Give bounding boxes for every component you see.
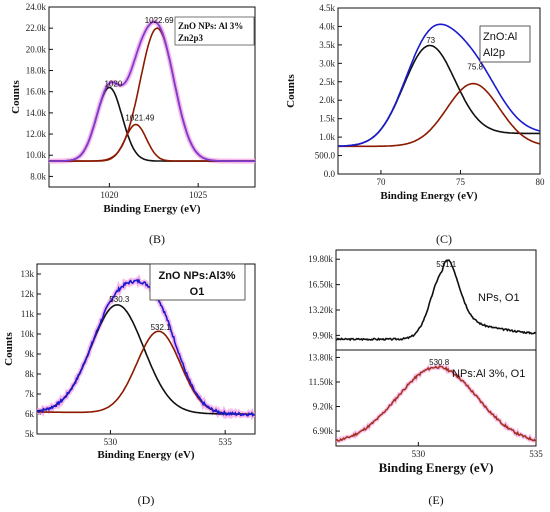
y-tick-label: 13.80k	[308, 352, 333, 362]
legend-box	[149, 263, 246, 301]
envelope-curve	[49, 20, 255, 162]
y-tick-label: 12k	[21, 289, 35, 299]
legend-line-1: ZnO NPs: Al 3%	[178, 21, 243, 31]
y-tick-label: 10k	[21, 329, 35, 339]
y-tick-label: 500.0	[315, 151, 336, 161]
spectrum-nps-al3-o1	[336, 365, 536, 442]
fit-peak-1022.69	[49, 27, 255, 162]
x-tick-label: 80	[536, 177, 546, 187]
fit-peak-530.3	[37, 304, 255, 416]
plot-area	[49, 19, 255, 164]
legend-label: NPs:Al 3%, O1	[452, 368, 525, 380]
x-tick-label: 1025	[189, 190, 208, 200]
peak-label: 531.1	[436, 260, 457, 269]
y-tick-label: 2.5k	[319, 77, 335, 87]
x-tick-label: 1020	[100, 190, 119, 200]
fit-peak-532.1	[37, 330, 255, 416]
peak-label: 530.8	[429, 358, 450, 367]
y-axis-label: Counts	[3, 331, 15, 365]
plot-frame	[335, 349, 537, 447]
y-tick-label: 9k	[25, 349, 35, 359]
y-tick-label: 9.90k	[313, 330, 334, 340]
y-tick-label: 4.0k	[319, 21, 335, 31]
y-tick-label: 19.80k	[308, 254, 333, 264]
peak-label: 1022.69	[145, 16, 174, 25]
y-tick-label: 1.0k	[319, 132, 335, 142]
envelope-curve	[37, 278, 255, 417]
envelope-curve	[338, 23, 540, 147]
fit-peak-75.8	[338, 82, 540, 148]
x-tick-label: 70	[376, 177, 386, 187]
plot-frame	[48, 6, 256, 188]
peak-label: 530.3	[109, 295, 130, 304]
peak-label: 532.1	[151, 323, 172, 332]
y-tick-label: 11k	[21, 309, 35, 319]
legend-line-1: ZnO NPs:Al3%	[158, 270, 235, 282]
panel-caption: (C)	[436, 232, 452, 246]
peak-label: 1020	[104, 79, 122, 88]
y-tick-label: 18.0k	[26, 66, 47, 76]
legend-box	[174, 16, 255, 46]
y-axis-label: Counts	[10, 79, 22, 113]
plot-area-bottom	[336, 363, 536, 444]
y-tick-label: 1.5k	[319, 114, 335, 124]
plot-frame	[36, 263, 256, 435]
legend-line-2: Zn2p3	[178, 33, 204, 43]
y-tick-label: 8k	[25, 369, 35, 379]
y-tick-label: 2.0k	[319, 95, 335, 105]
y-tick-label: 13k	[21, 269, 35, 279]
y-tick-label: 6k	[25, 409, 35, 419]
legend-line-2: O1	[190, 286, 205, 298]
peak-label: 73	[426, 36, 435, 45]
panel-caption: (E)	[428, 493, 443, 507]
y-tick-label: 6.90k	[313, 426, 334, 436]
plot-area-top	[336, 259, 536, 342]
x-tick-label: 75	[456, 177, 466, 187]
y-tick-label: 13.20k	[308, 305, 333, 315]
plot-area	[338, 23, 540, 148]
x-axis-label: Binding Energy (eV)	[380, 190, 478, 202]
y-tick-label: 8.0k	[30, 171, 46, 181]
panel-c-al2p: 0.0 500.0 1.0k 1.5k 2.0k 2.5k 3.0k 3.5k 4.0k 4.5k…	[285, 3, 545, 246]
y-tick-label: 9.20k	[313, 402, 334, 412]
y-tick-label: 10.0k	[26, 150, 47, 160]
y-tick-label: 22.0k	[26, 23, 47, 33]
x-tick-label: 530	[412, 449, 426, 459]
x-tick-label: 535	[529, 449, 543, 459]
y-tick-label: 14.0k	[26, 108, 47, 118]
y-tick-label: 12.0k	[26, 129, 47, 139]
y-tick-label: 5k	[25, 429, 35, 439]
x-tick-label: 530	[104, 437, 118, 447]
legend-label: NPs, O1	[478, 292, 520, 304]
plot-frame	[337, 7, 541, 175]
legend-line-2: Al2p	[483, 47, 505, 59]
x-axis-label: Binding Energy (eV)	[103, 203, 201, 215]
y-tick-label: 16.0k	[26, 87, 47, 97]
legend-line-1: ZnO:Al	[483, 31, 517, 43]
panel-caption: (D)	[138, 493, 155, 507]
y-tick-label: 0.0	[324, 169, 336, 179]
y-tick-label: 7k	[25, 389, 35, 399]
y-tick-label: 20.0k	[26, 44, 47, 54]
spectrum-nps-o1	[336, 259, 536, 342]
legend-box	[479, 25, 531, 63]
y-tick-label: 24.0k	[26, 2, 47, 12]
panel-e-o1-comparison: 9.90k 13.20k 16.50k 19.80k 531.1 NPs, O1 6.90k…	[308, 249, 543, 507]
peak-label: 1021.49	[125, 113, 154, 122]
peak-label: 75.8	[467, 63, 483, 72]
y-tick-label: 11.50k	[309, 377, 334, 387]
x-tick-label: 535	[218, 437, 232, 447]
y-tick-label: 16.50k	[308, 280, 333, 290]
x-axis-label: Binding Energy (eV)	[97, 449, 195, 461]
y-tick-label: 3.0k	[319, 58, 335, 68]
plot-area	[37, 273, 255, 421]
x-axis-label: Binding Energy (eV)	[379, 460, 494, 475]
y-tick-label: 4.5k	[319, 3, 335, 13]
y-tick-label: 3.5k	[319, 40, 335, 50]
panel-caption: (B)	[149, 232, 165, 246]
y-axis-label: Counts	[285, 73, 297, 107]
panel-d-o1: 5k 6k 7k 8k 9k 10k 11k 12k 13k 530 535 Counts Bindin…	[3, 263, 256, 507]
panel-b-zn2p3: 8.0k 10.0k 12.0k 14.0k 16.0k 18.0k 20.0k 22.0k 2…	[10, 2, 256, 246]
